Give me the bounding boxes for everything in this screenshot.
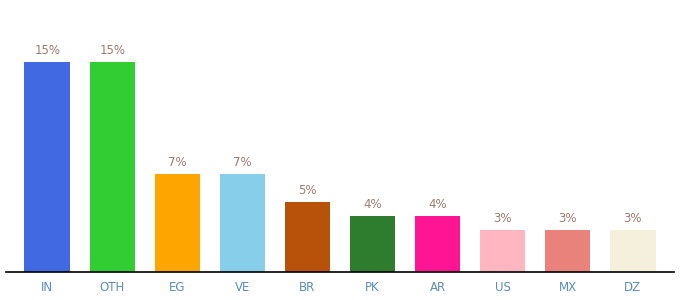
Bar <box>415 216 460 272</box>
Bar <box>154 174 200 272</box>
Text: 4%: 4% <box>428 199 447 212</box>
Text: 3%: 3% <box>624 212 642 226</box>
Text: 5%: 5% <box>299 184 317 197</box>
Text: 3%: 3% <box>558 212 577 226</box>
Text: 15%: 15% <box>99 44 125 57</box>
Bar <box>610 230 656 272</box>
Text: 7%: 7% <box>168 157 187 169</box>
Text: 3%: 3% <box>494 212 512 226</box>
Text: 15%: 15% <box>34 44 61 57</box>
Bar <box>480 230 526 272</box>
Bar <box>220 174 265 272</box>
Bar <box>350 216 395 272</box>
Text: 7%: 7% <box>233 157 252 169</box>
Bar <box>90 61 135 272</box>
Text: 4%: 4% <box>363 199 382 212</box>
Bar <box>545 230 590 272</box>
Bar <box>24 61 70 272</box>
Bar <box>285 202 330 272</box>
